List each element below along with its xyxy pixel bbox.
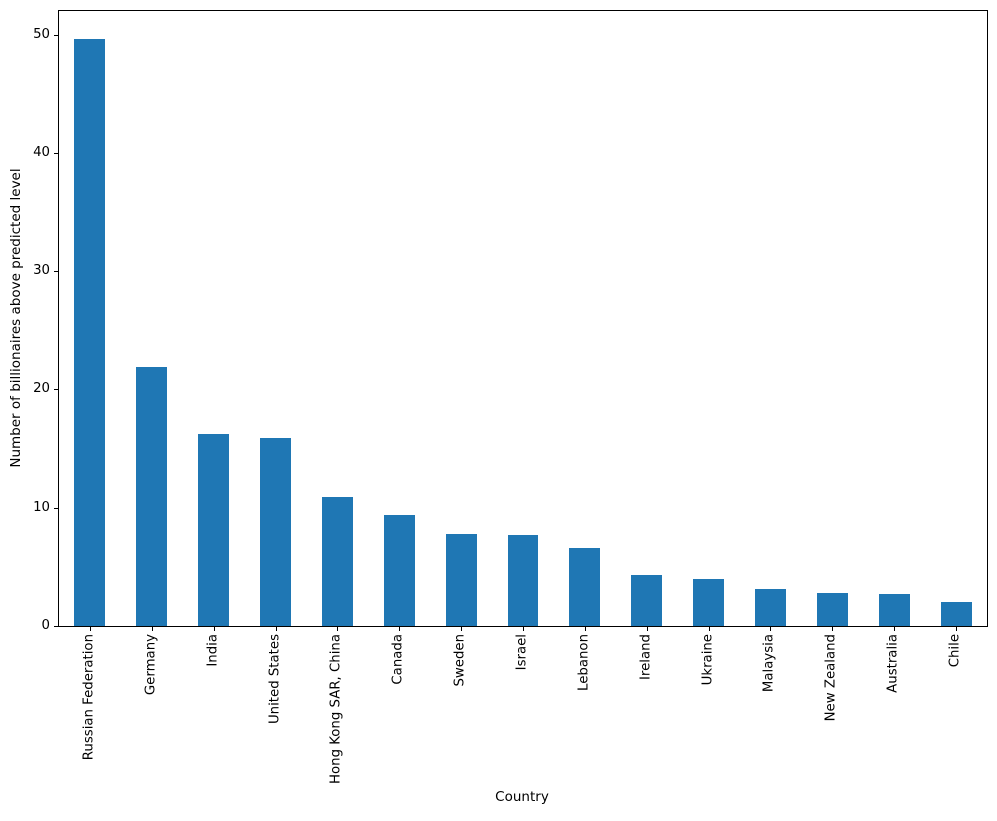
x-tick-mark (708, 627, 710, 631)
bar (321, 497, 353, 626)
x-tick-label: Ireland (638, 634, 654, 680)
x-tick-mark (523, 627, 524, 631)
x-tick-mark (584, 627, 586, 631)
bar (445, 533, 477, 626)
x-tick-label: Sweden (452, 634, 468, 687)
x-tick-label: United States (267, 634, 283, 725)
y-tick-label: 20 (33, 381, 50, 397)
bar (74, 39, 106, 626)
x-tick-label: Ukraine (700, 634, 716, 686)
y-tick-label: 40 (33, 144, 50, 160)
bar (136, 367, 168, 626)
x-tick-mark (894, 627, 896, 631)
y-tick-label: 0 (41, 618, 50, 633)
x-tick-label: India (205, 634, 221, 667)
y-tick-mark (54, 389, 58, 391)
x-tick-mark (275, 627, 277, 631)
x-tick-mark (832, 627, 834, 631)
x-tick-mark (399, 627, 401, 631)
bar (569, 547, 601, 626)
x-tick-label: Hong Kong SAR, China (329, 634, 345, 784)
x-tick-label: Lebanon (576, 634, 592, 691)
x-tick-label: Australia (885, 634, 901, 693)
bar (631, 575, 663, 626)
bar (816, 593, 848, 626)
x-tick-mark (461, 627, 463, 631)
bar (383, 514, 415, 626)
x-tick-mark (151, 627, 153, 631)
y-tick-mark (54, 152, 58, 154)
bar (940, 602, 972, 626)
x-tick-label: Malaysia (762, 634, 778, 693)
x-tick-mark (770, 627, 772, 631)
x-tick-mark (213, 627, 215, 631)
x-tick-label: Israel (514, 634, 530, 671)
x-tick-label: Chile (947, 634, 963, 668)
bar (198, 434, 230, 626)
y-axis-label: Number of billionaires above predicted l… (8, 168, 24, 468)
x-tick-label: New Zealand (824, 634, 840, 722)
y-tick-mark (54, 34, 58, 36)
x-axis-label: Country (495, 789, 549, 805)
bar (260, 437, 291, 626)
y-tick-mark (54, 626, 58, 627)
y-tick-label: 10 (33, 499, 50, 515)
y-tick-mark (54, 271, 58, 273)
bar (693, 578, 725, 626)
x-tick-mark (646, 627, 648, 631)
x-tick-label: Canada (390, 634, 406, 685)
y-tick-label: 50 (33, 26, 50, 42)
y-tick-label: 30 (33, 263, 50, 279)
bar (755, 589, 786, 626)
x-tick-label: Germany (143, 634, 159, 696)
y-tick-mark (54, 507, 58, 509)
x-tick-mark (956, 627, 958, 631)
x-tick-mark (337, 627, 339, 631)
bar (507, 534, 539, 626)
bar (878, 594, 910, 626)
x-tick-label: Russian Federation (81, 634, 97, 761)
plot-area (58, 10, 988, 627)
x-tick-mark (89, 627, 91, 631)
